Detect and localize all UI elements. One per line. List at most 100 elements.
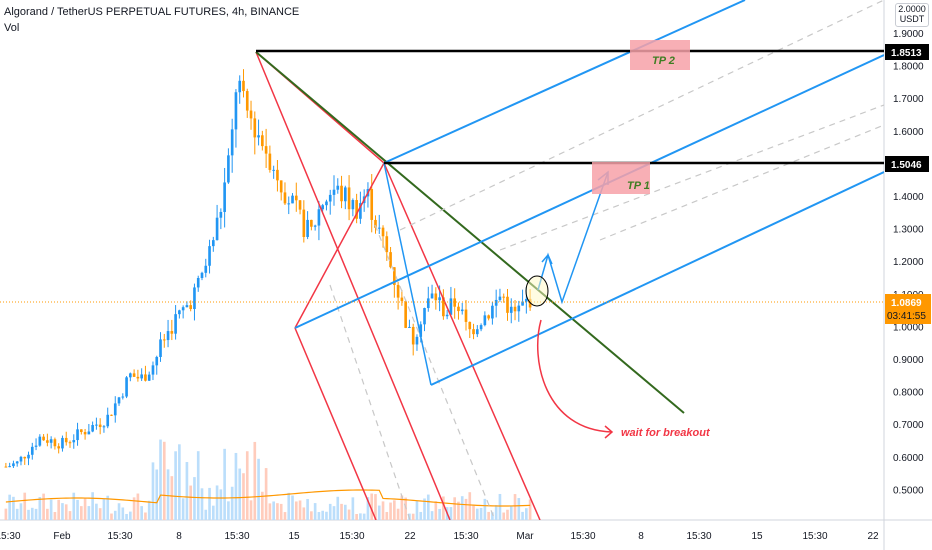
- volume-bar: [230, 486, 234, 520]
- price-tick-label: 1.4000: [893, 192, 924, 203]
- volume-bar: [355, 513, 358, 520]
- time-tick-label: 15:30: [686, 531, 711, 542]
- volume-bar: [15, 508, 19, 520]
- volume-bar: [306, 499, 309, 520]
- candle-body: [76, 429, 79, 441]
- volume-bar: [110, 513, 113, 520]
- candle-body: [426, 298, 430, 309]
- candle-body: [140, 374, 143, 379]
- time-tick-label: 15:30: [802, 531, 827, 542]
- volume-bar: [245, 451, 249, 520]
- candle-body: [72, 440, 76, 443]
- price-axis[interactable]: 1.90001.80001.70001.60001.50001.40001.30…: [893, 29, 924, 496]
- candle-body: [64, 437, 68, 443]
- candle-body: [30, 446, 34, 455]
- candle-body: [181, 307, 185, 311]
- volume-bar: [95, 503, 98, 520]
- volume-bar: [91, 492, 94, 520]
- volume-bar: [468, 492, 472, 520]
- candle-body: [125, 377, 128, 397]
- candle-body: [151, 365, 155, 375]
- time-tick-label: Mar: [516, 531, 534, 542]
- candle-body: [442, 297, 445, 317]
- candle-body: [129, 373, 132, 378]
- volume-label: Vol: [4, 22, 20, 34]
- currency-button[interactable]: 2.0000 USDT: [895, 3, 929, 27]
- candle-body: [159, 339, 162, 357]
- volume-bar: [453, 497, 457, 520]
- volume-bar: [61, 503, 64, 520]
- volume-bar: [321, 510, 325, 520]
- volume-bar: [419, 511, 423, 520]
- candle-body: [287, 203, 291, 205]
- volume-bar: [53, 512, 57, 520]
- volume-bar: [155, 469, 159, 520]
- candle-body: [291, 195, 294, 204]
- time-axis[interactable]: 15:30 Feb 15:30 8 15:30 15 15:30 22 15:30 Mar 15:3…: [0, 531, 879, 542]
- candle-body: [313, 225, 317, 227]
- candle-body: [174, 314, 177, 334]
- blue-channel-mid: [294, 54, 884, 329]
- candle-body: [479, 325, 483, 330]
- volume-bar: [117, 503, 121, 520]
- volume-bar: [423, 498, 426, 520]
- candle-body: [166, 331, 170, 341]
- candle-body: [253, 118, 257, 138]
- blue-channel-bottom: [430, 171, 884, 386]
- time-tick-label: 15:30: [107, 531, 132, 542]
- time-tick-label: Feb: [53, 531, 71, 542]
- candles: [4, 69, 532, 468]
- blue-down-leg: [383, 162, 432, 386]
- candle-body: [261, 135, 264, 147]
- candle-body: [310, 219, 313, 227]
- candle-body: [155, 356, 159, 366]
- candle-body: [460, 309, 464, 312]
- time-tick-label: 15:30: [339, 531, 364, 542]
- volume-bar: [494, 505, 498, 520]
- candle-body: [230, 129, 234, 156]
- candle-body: [351, 200, 355, 210]
- price-tick-label: 1.0000: [893, 322, 924, 333]
- volume-bar: [502, 512, 506, 520]
- volume-bar: [219, 489, 223, 520]
- candle-body: [347, 187, 351, 210]
- volume-bar: [30, 507, 34, 520]
- candle-body: [23, 456, 27, 459]
- candle-body: [377, 227, 381, 229]
- price-tick-label: 0.9000: [893, 355, 924, 366]
- candle-body: [144, 374, 147, 381]
- volume-bar: [238, 468, 242, 520]
- volume-bar: [23, 492, 27, 520]
- volume-bar: [144, 512, 147, 520]
- candle-body: [415, 336, 419, 345]
- time-tick-label: 8: [638, 531, 644, 542]
- volume-bar: [136, 493, 140, 520]
- candle-body: [208, 246, 211, 266]
- breakout-note-arrow: [537, 319, 613, 433]
- candle-body: [227, 155, 230, 183]
- volume-bar: [343, 504, 347, 520]
- candle-body: [475, 329, 479, 335]
- volume-bar: [253, 441, 257, 520]
- candle-body: [87, 431, 91, 435]
- volume-bar: [242, 473, 245, 520]
- volume-bar: [317, 512, 321, 520]
- volume-bar: [298, 500, 302, 520]
- candle-body: [34, 445, 38, 447]
- drawings: [0, 0, 884, 520]
- candle-body: [38, 436, 42, 446]
- volume-bar: [479, 507, 483, 520]
- price-tick-label: 1.9000: [893, 29, 924, 40]
- volume-bar: [193, 477, 196, 520]
- candle-body: [238, 80, 242, 93]
- candle-body: [404, 301, 407, 328]
- candle-body: [491, 305, 494, 319]
- candle-body: [457, 306, 460, 312]
- candle-body: [121, 396, 125, 398]
- volume-bar: [159, 439, 162, 520]
- price-tick-label: 1.3000: [893, 225, 924, 236]
- candle-body: [340, 185, 343, 202]
- candle-body: [517, 305, 521, 312]
- volume-bar: [208, 487, 211, 520]
